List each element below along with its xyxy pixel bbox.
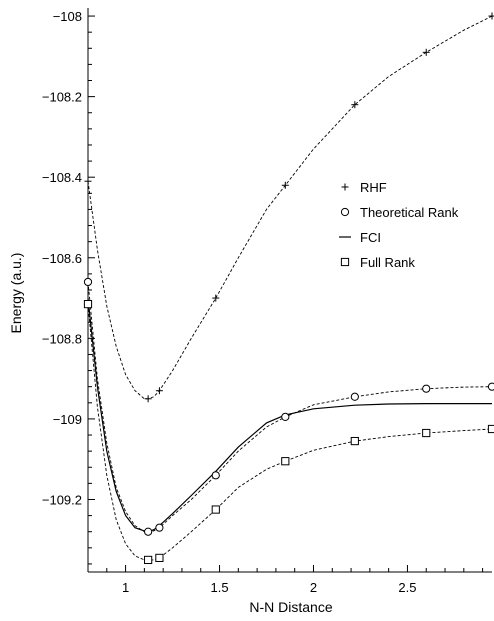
- y-tick-label: −109.2: [42, 492, 82, 507]
- series-line-theoretical-rank: [87, 281, 493, 533]
- point-full-rank: [211, 505, 220, 514]
- point-full-rank: [281, 457, 290, 466]
- legend-swatch-theoretical-rank: [340, 207, 350, 217]
- y-tick-label: −108.8: [42, 331, 82, 346]
- point-rhf: [422, 48, 430, 56]
- legend-swatch-rhf: [341, 183, 349, 191]
- y-tick-label: −109: [53, 412, 82, 427]
- curves: [87, 15, 493, 561]
- y-tick-label: −108.4: [42, 170, 82, 185]
- series-line-rhf: [87, 15, 493, 400]
- point-full-rank: [350, 436, 359, 446]
- series-line-fci: [87, 298, 492, 533]
- y-tick-label: −108.6: [42, 251, 82, 266]
- point-theoretical-rank: [155, 523, 164, 532]
- y-axis-label: Energy (a.u.): [8, 253, 24, 334]
- x-tick-label: 2: [310, 580, 317, 595]
- legend-label-theoretical-rank: Theoretical Rank: [360, 205, 459, 220]
- point-theoretical-rank: [211, 471, 220, 480]
- y-tick-label: −108: [53, 9, 82, 24]
- x-axis-label: N-N Distance: [249, 599, 332, 615]
- point-full-rank: [155, 553, 164, 562]
- series-line-full-rank: [87, 304, 493, 561]
- point-rhf: [351, 101, 359, 109]
- y-tick-label: −108.2: [42, 90, 82, 105]
- point-theoretical-rank: [83, 277, 93, 287]
- point-full-rank: [83, 300, 93, 309]
- x-tick-label: 1.5: [210, 580, 228, 595]
- point-full-rank: [487, 424, 494, 434]
- point-theoretical-rank: [144, 527, 153, 536]
- point-full-rank: [422, 428, 431, 438]
- point-rhf: [84, 177, 92, 185]
- legend-swatch-full-rank: [340, 257, 350, 267]
- x-tick-label: 2.5: [398, 580, 416, 595]
- point-rhf: [488, 12, 494, 20]
- legend: RHF Theoretical Rank FCI Full Rank: [339, 180, 459, 270]
- point-rhf: [212, 294, 220, 302]
- markers: [83, 12, 494, 565]
- legend-label-full-rank: Full Rank: [360, 255, 415, 270]
- point-rhf: [144, 395, 152, 403]
- point-rhf: [281, 181, 289, 189]
- legend-label-fci: FCI: [360, 230, 381, 245]
- point-theoretical-rank: [281, 412, 290, 421]
- point-theoretical-rank: [422, 384, 431, 393]
- point-rhf: [155, 387, 163, 395]
- x-tick-label: 1: [122, 580, 129, 595]
- point-theoretical-rank: [487, 382, 494, 391]
- legend-label-rhf: RHF: [360, 180, 387, 195]
- axes: 1 1.5 2 2.5 −108 −108.2 −108.4 −108.6 −108.8 −109…: [42, 8, 492, 595]
- point-theoretical-rank: [350, 392, 359, 401]
- point-full-rank: [144, 555, 153, 565]
